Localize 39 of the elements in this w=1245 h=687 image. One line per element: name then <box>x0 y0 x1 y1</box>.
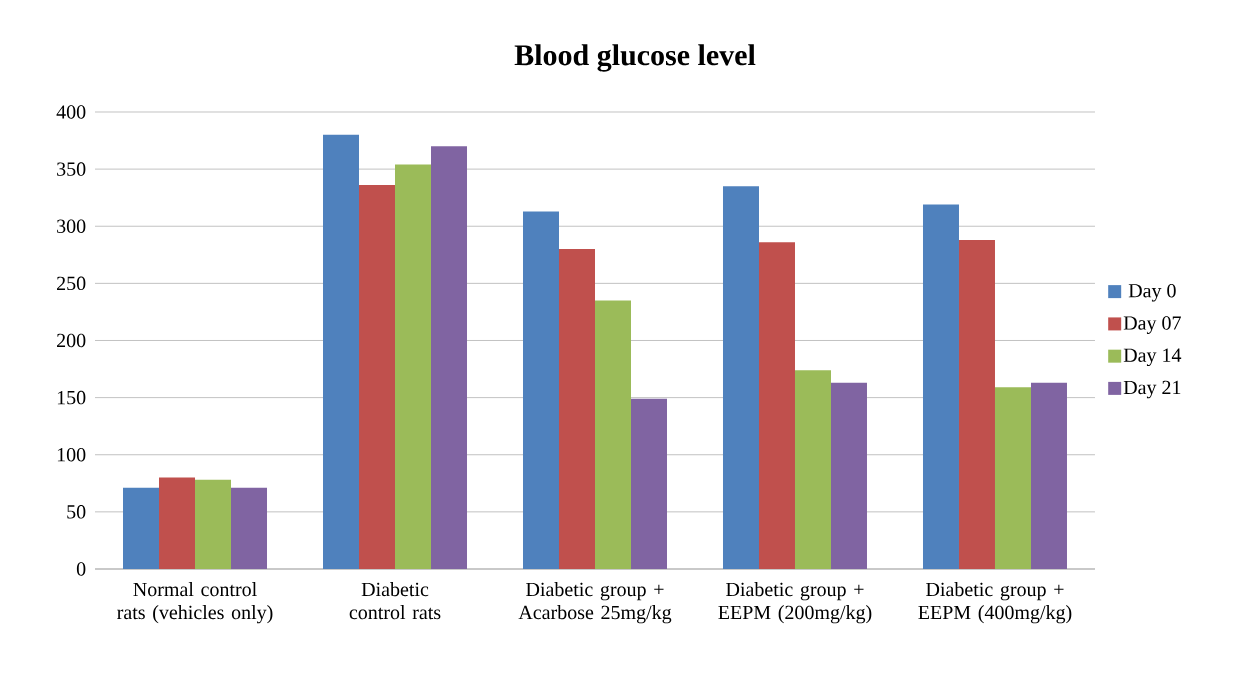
bar <box>631 398 667 569</box>
bar <box>323 134 360 569</box>
legend-label: Day 14 <box>1123 348 1182 367</box>
y-tick-label: 100 <box>57 447 86 462</box>
x-tick-label: Normal control rats (vehicles only) <box>117 582 273 624</box>
bar <box>922 204 959 569</box>
x-tick-label: Diabetic group + Acarbose 25mg/kg <box>518 582 672 624</box>
x-tick-label: Diabetic control rats <box>349 582 441 620</box>
y-tick-label: 50 <box>67 505 86 519</box>
bar <box>794 370 831 569</box>
bar <box>195 479 232 569</box>
x-tick-label: Diabetic group + EEPM (400mg/kg) <box>918 582 1072 624</box>
bar <box>395 164 431 569</box>
bar <box>159 477 196 569</box>
bar <box>958 239 995 569</box>
y-tick-label: 350 <box>57 162 86 176</box>
y-tick-label: 200 <box>57 333 86 348</box>
bar <box>759 242 795 569</box>
bar <box>123 487 160 569</box>
chart-title: Blood glucose level <box>514 44 756 72</box>
bar <box>523 211 559 569</box>
legend-label: Day 07 <box>1123 316 1181 334</box>
bar <box>431 146 467 569</box>
bar <box>1030 382 1067 569</box>
bar <box>359 185 395 569</box>
bar <box>231 487 268 569</box>
legend-label: Day 21 <box>1123 380 1181 399</box>
bar <box>723 186 759 569</box>
bar <box>559 249 595 569</box>
y-tick-label: 300 <box>57 219 86 233</box>
legend-label: Day 0 <box>1128 283 1176 302</box>
x-tick-label: Diabetic group + EEPM (200mg/kg) <box>718 582 872 624</box>
y-tick-label: 400 <box>56 105 86 119</box>
bar <box>595 300 631 569</box>
y-tick-label: 0 <box>76 562 86 576</box>
bar <box>994 387 1031 569</box>
y-tick-label: 250 <box>57 276 86 291</box>
y-tick-label: 150 <box>57 390 86 405</box>
bar <box>830 382 867 569</box>
